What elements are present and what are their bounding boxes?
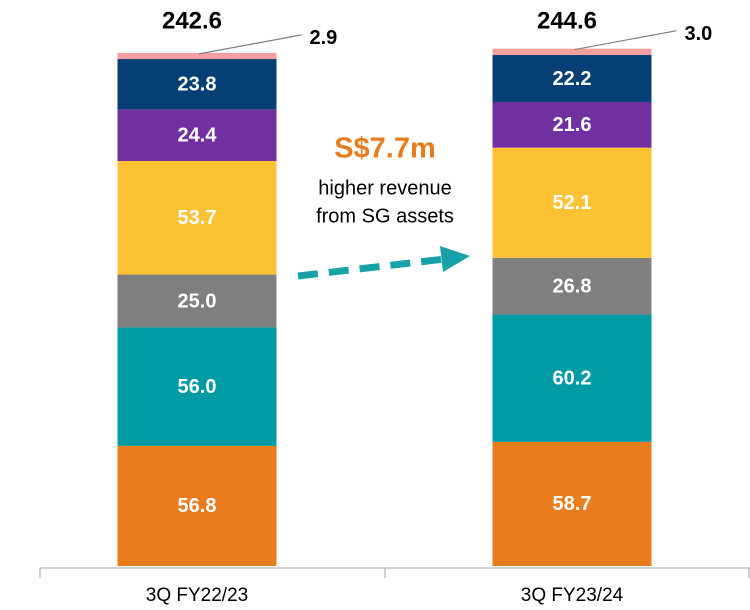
bar-segment <box>492 441 652 566</box>
bar-segment <box>492 314 652 442</box>
bar-segment <box>492 48 652 56</box>
bar-segment <box>117 59 277 110</box>
bar-segment <box>117 445 277 566</box>
bar-segment <box>117 327 277 446</box>
data-label: 3.0 <box>685 23 713 45</box>
data-label: 2.9 <box>310 27 338 49</box>
bar-segment <box>117 109 277 161</box>
data-label: 26.8 <box>553 275 592 297</box>
bar-segment <box>492 147 652 258</box>
bar-segment <box>492 257 652 315</box>
annotation-headline: S$7.7m <box>334 133 436 165</box>
bar-segment <box>492 101 652 148</box>
annotation-line: higher revenue <box>318 177 451 199</box>
bar-segment <box>117 274 277 328</box>
data-label: 25.0 <box>178 290 217 312</box>
data-label: 52.1 <box>553 192 592 214</box>
data-label: 23.8 <box>178 73 217 95</box>
data-label: 56.8 <box>178 495 217 517</box>
data-label: 24.4 <box>178 124 218 146</box>
bar-segment <box>117 160 277 275</box>
leader-line <box>198 34 302 55</box>
data-label: 53.7 <box>178 207 217 229</box>
data-label: 58.7 <box>553 493 592 515</box>
arrow <box>297 255 446 280</box>
data-label: 60.2 <box>553 367 592 389</box>
x-tick-label: 3Q FY22/23 <box>146 585 248 606</box>
x-tick-label: 3Q FY23/24 <box>521 585 624 606</box>
data-label: 56.0 <box>178 376 217 398</box>
data-label: 22.2 <box>553 68 592 90</box>
total-label: 244.6 <box>537 7 597 34</box>
bar-segment <box>117 52 277 60</box>
bar-segment <box>492 55 652 102</box>
leader-line <box>573 30 677 51</box>
data-label: 21.6 <box>553 114 592 136</box>
annotation-line: from SG assets <box>316 205 454 227</box>
total-label: 242.6 <box>162 7 222 34</box>
arrow-head <box>440 246 470 272</box>
